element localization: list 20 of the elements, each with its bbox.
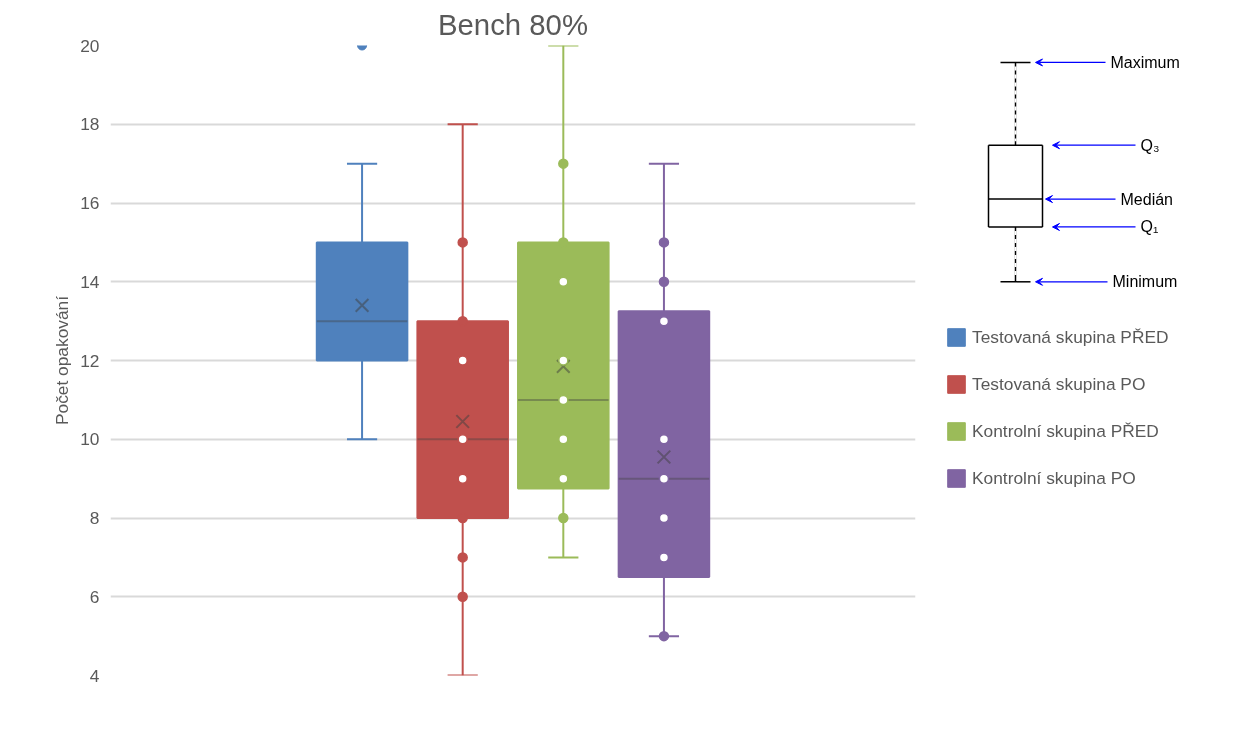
y-tick-label: 18 — [80, 114, 100, 135]
y-tick-label: 16 — [80, 193, 100, 213]
text: Q₁ — [1140, 218, 1159, 236]
text: Maximum — [1110, 53, 1180, 71]
text: Medián — [1120, 190, 1173, 208]
y-tick-label: 8 — [89, 508, 100, 528]
text: Q₃ — [1140, 136, 1160, 154]
y-tick-label: 4 — [89, 665, 100, 686]
y-tick-label: 6 — [89, 586, 100, 607]
y-tick-label: 14 — [80, 271, 100, 292]
y-tick-label: 20 — [80, 35, 100, 56]
text: Minimum — [1112, 273, 1178, 291]
y-tick-label: 10 — [80, 429, 100, 450]
legend-label: Kontrolní skupina PŘED — [972, 420, 1159, 442]
legend-label: Kontrolní skupina PO — [972, 467, 1136, 489]
y-axis-title: Počet opakování — [52, 295, 73, 426]
y-tick-label: 12 — [80, 350, 100, 371]
chart-title: Bench 80% — [438, 7, 589, 41]
legend-label: Testovaná skupina PŘED — [972, 326, 1169, 348]
legend-label: Testovaná skupina PO — [972, 373, 1146, 395]
